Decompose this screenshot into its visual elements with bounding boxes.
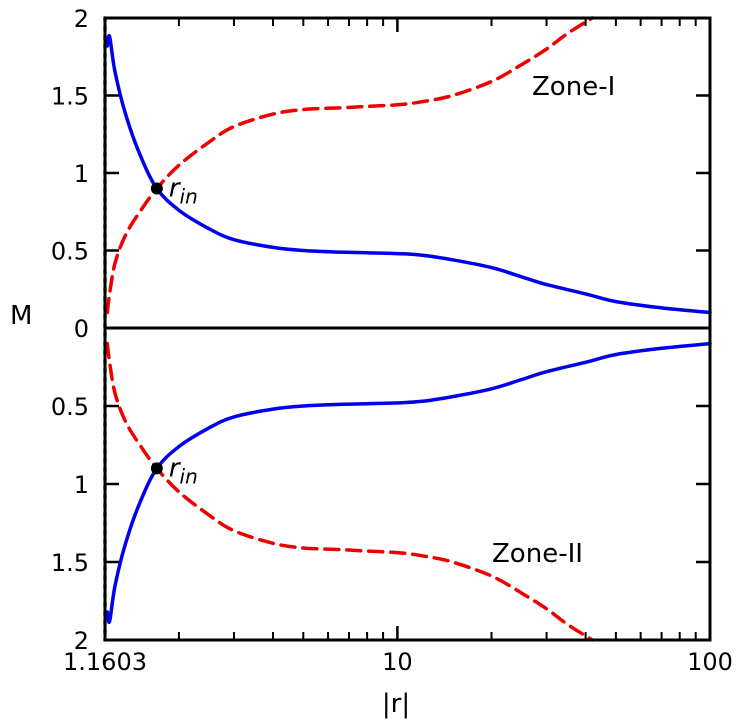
- y-axis-label: M: [10, 301, 32, 331]
- zone-1-y-tick-label: 1: [74, 160, 89, 188]
- zone-2-sonic-point-label: rin: [169, 453, 198, 488]
- zone-1-label: Zone-I: [532, 72, 615, 102]
- x-axis-label: |r|: [382, 689, 410, 719]
- zone-1-y-tick-label: 0.5: [51, 238, 89, 266]
- label-layer: M |r| Zone-I Zone-II rin rin: [10, 72, 615, 719]
- zone-2-y-tick-label: 1: [74, 471, 89, 499]
- tick-layer: 00.511.520.511.521.1603 10 100: [51, 5, 733, 676]
- zone-2-red-branch-line: [105, 341, 594, 642]
- sonic-point-subscript: in: [180, 185, 198, 209]
- zone-2-y-tick-label: 2: [74, 627, 89, 655]
- zone-2-y-tick-label: 1.5: [51, 549, 89, 577]
- zone-1-sonic-point-label: rin: [169, 174, 198, 209]
- zone-1-blue-branch-line: [105, 33, 712, 315]
- x-tick-label: 100: [687, 648, 733, 676]
- zone-1-y-tick-label: 2: [74, 5, 89, 33]
- zone-2-blue-branch-line: [105, 341, 712, 624]
- zone-2-label: Zone-II: [492, 539, 583, 569]
- x-tick-label: 1.1603: [63, 648, 147, 676]
- zone-1-sonic-point-marker: [150, 182, 163, 195]
- zone-2-y-tick-label: 0.5: [51, 393, 89, 421]
- zone-2-sonic-point-marker: [150, 462, 163, 475]
- zone-1-y-tick-label: 0: [74, 315, 89, 343]
- series-layer: [105, 16, 712, 642]
- x-tick-label: 10: [382, 648, 413, 676]
- sonic-point-subscript: in: [180, 464, 198, 488]
- frame-layer: [103, 16, 712, 642]
- zone-1-y-tick-label: 1.5: [51, 83, 89, 111]
- zone-1-red-branch-line: [105, 16, 594, 315]
